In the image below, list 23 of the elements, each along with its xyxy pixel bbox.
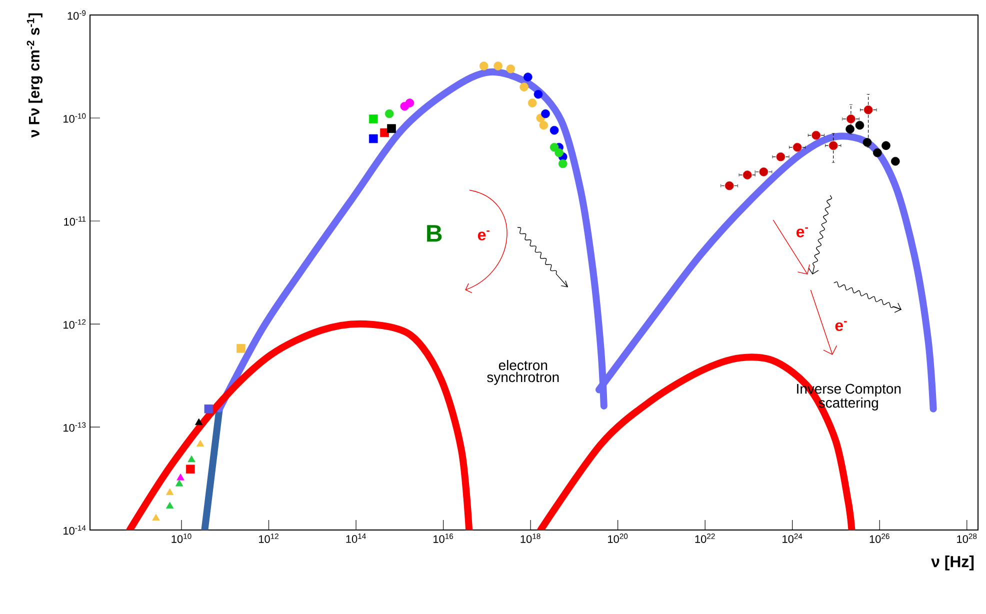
- annotation: e$^{-}$: [835, 321, 847, 332]
- x-tick-label: 10$^{28}$: [957, 534, 977, 543]
- annotation: e$^{-}$: [796, 227, 808, 238]
- x-tick-label: 10$^{14}$: [346, 534, 366, 543]
- y-tick-label: 10$^{-11}$: [64, 216, 86, 226]
- x-tick-label: 10$^{22}$: [695, 534, 715, 543]
- y-tick-label: 10$^{-14}$: [64, 525, 86, 535]
- y-tick-label: 10$^{-12}$: [64, 319, 86, 329]
- x-tick-label: 10$^{24}$: [782, 534, 802, 543]
- annotation: B: [427, 225, 442, 242]
- y-tick-label: 10$^{-9}$: [68, 10, 86, 20]
- x-tick-label: 10$^{16}$: [434, 534, 454, 543]
- x-tick-label: 10$^{10}$: [172, 534, 192, 543]
- x-axis-title: ν [Hz]: [931, 556, 974, 570]
- x-tick-label: 10$^{20}$: [608, 534, 628, 543]
- y-tick-label: 10$^{-13}$: [64, 422, 86, 432]
- annotation: electron synchrotron: [487, 360, 559, 385]
- x-tick-label: 10$^{26}$: [870, 534, 890, 543]
- annotation: e$^{-}$: [478, 230, 490, 240]
- x-tick-label: 10$^{12}$: [258, 534, 278, 543]
- x-tick-label: 10$^{18}$: [520, 534, 540, 543]
- y-tick-label: 10$^{-10}$: [64, 113, 86, 123]
- y-axis-title: ν Fν [erg cm$^{-2}$ s$^{-1}$]: [26, 13, 42, 138]
